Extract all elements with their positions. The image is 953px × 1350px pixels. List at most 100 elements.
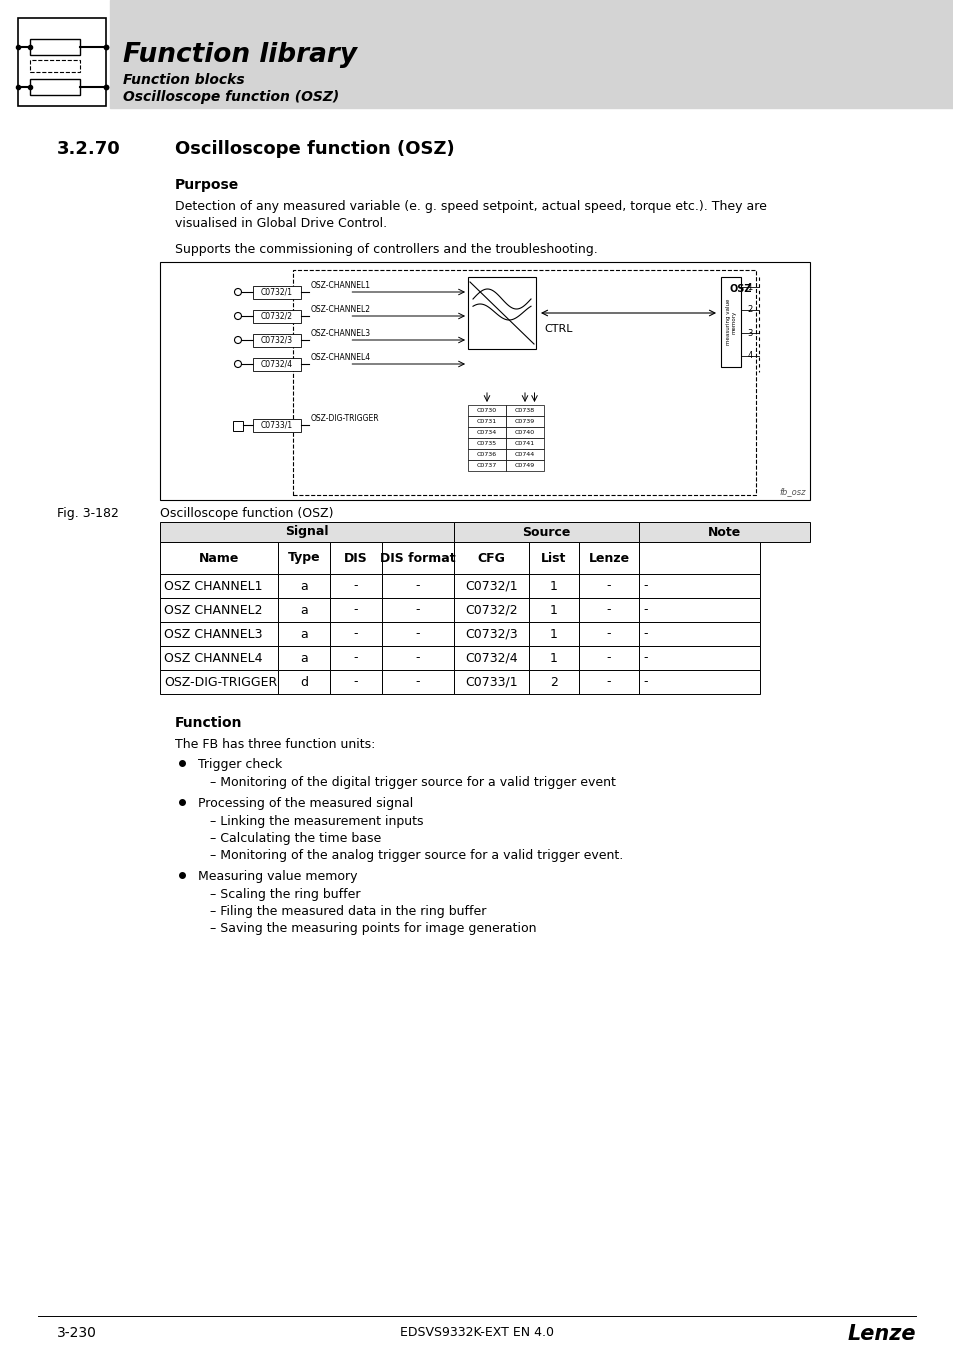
Text: C0737: C0737 bbox=[476, 463, 497, 468]
Bar bbox=[468, 437, 505, 450]
Bar bbox=[160, 574, 277, 598]
Bar bbox=[277, 541, 330, 574]
Bar bbox=[529, 574, 578, 598]
Bar bbox=[529, 670, 578, 694]
Text: Processing of the measured signal: Processing of the measured signal bbox=[198, 796, 413, 810]
Text: C0732/2: C0732/2 bbox=[465, 603, 517, 617]
Text: -: - bbox=[354, 652, 358, 664]
Text: – Scaling the ring buffer: – Scaling the ring buffer bbox=[210, 888, 360, 900]
Bar bbox=[578, 598, 639, 622]
Text: -: - bbox=[642, 603, 647, 617]
Text: OSZ-CHANNEL1: OSZ-CHANNEL1 bbox=[311, 281, 371, 290]
Text: – Monitoring of the digital trigger source for a valid trigger event: – Monitoring of the digital trigger sour… bbox=[210, 776, 616, 788]
Bar bbox=[578, 541, 639, 574]
Text: 2: 2 bbox=[746, 305, 752, 315]
Text: 1: 1 bbox=[550, 652, 558, 664]
Text: C0744: C0744 bbox=[515, 452, 535, 458]
Bar bbox=[639, 522, 809, 541]
Bar bbox=[330, 622, 381, 647]
Text: -: - bbox=[642, 652, 647, 664]
Text: Signal: Signal bbox=[285, 525, 329, 539]
Text: Source: Source bbox=[521, 525, 570, 539]
Bar bbox=[454, 541, 529, 574]
Text: 1: 1 bbox=[550, 579, 558, 593]
Text: List: List bbox=[540, 552, 566, 564]
Text: DIS format: DIS format bbox=[380, 552, 456, 564]
Bar bbox=[18, 18, 106, 107]
Text: Lenze: Lenze bbox=[588, 552, 629, 564]
Text: OSZ-DIG-TRIGGER: OSZ-DIG-TRIGGER bbox=[311, 414, 379, 423]
Text: CTRL: CTRL bbox=[543, 324, 572, 333]
Text: Trigger check: Trigger check bbox=[198, 757, 282, 771]
Text: Function: Function bbox=[174, 716, 242, 730]
Bar bbox=[578, 574, 639, 598]
Text: d: d bbox=[299, 675, 308, 688]
Text: OSZ-CHANNEL2: OSZ-CHANNEL2 bbox=[311, 305, 371, 315]
Bar bbox=[110, 0, 953, 108]
Bar bbox=[381, 647, 454, 670]
Bar bbox=[505, 416, 543, 427]
Text: Type: Type bbox=[288, 552, 320, 564]
Bar bbox=[381, 541, 454, 574]
Bar bbox=[578, 622, 639, 647]
Bar bbox=[468, 460, 505, 471]
Text: -: - bbox=[606, 652, 611, 664]
Bar bbox=[468, 405, 505, 416]
Text: 4: 4 bbox=[746, 351, 752, 360]
Text: Measuring value memory: Measuring value memory bbox=[198, 869, 357, 883]
Text: C0741: C0741 bbox=[515, 441, 535, 446]
Bar bbox=[277, 622, 330, 647]
Text: -: - bbox=[606, 603, 611, 617]
Text: OSZ-DIG-TRIGGER: OSZ-DIG-TRIGGER bbox=[164, 675, 277, 688]
Bar bbox=[529, 598, 578, 622]
Bar bbox=[381, 574, 454, 598]
Bar bbox=[505, 427, 543, 437]
Bar bbox=[330, 647, 381, 670]
Text: C0739: C0739 bbox=[515, 418, 535, 424]
Text: 3.2.70: 3.2.70 bbox=[57, 140, 121, 158]
Bar bbox=[30, 59, 80, 72]
Bar bbox=[454, 670, 529, 694]
Text: 3-230: 3-230 bbox=[57, 1326, 97, 1341]
Text: -: - bbox=[416, 579, 420, 593]
Text: Detection of any measured variable (e. g. speed setpoint, actual speed, torque e: Detection of any measured variable (e. g… bbox=[174, 200, 766, 230]
Bar bbox=[160, 541, 277, 574]
Text: C0730: C0730 bbox=[476, 408, 497, 413]
Text: OSZ-CHANNEL3: OSZ-CHANNEL3 bbox=[311, 329, 371, 338]
Bar bbox=[160, 262, 809, 500]
Text: Oscilloscope function (OSZ): Oscilloscope function (OSZ) bbox=[123, 90, 339, 104]
Text: 1: 1 bbox=[550, 628, 558, 640]
Text: C0738: C0738 bbox=[515, 408, 535, 413]
Text: a: a bbox=[300, 579, 308, 593]
Text: -: - bbox=[354, 628, 358, 640]
Text: C0740: C0740 bbox=[515, 431, 535, 435]
Text: -: - bbox=[416, 603, 420, 617]
Bar bbox=[381, 622, 454, 647]
Text: C0734: C0734 bbox=[476, 431, 497, 435]
Bar bbox=[30, 39, 80, 55]
Bar bbox=[454, 622, 529, 647]
Bar bbox=[160, 670, 277, 694]
Bar bbox=[330, 598, 381, 622]
Text: Oscilloscope function (OSZ): Oscilloscope function (OSZ) bbox=[174, 140, 455, 158]
Text: -: - bbox=[642, 628, 647, 640]
Bar bbox=[529, 541, 578, 574]
Bar bbox=[233, 421, 243, 431]
Text: -: - bbox=[354, 579, 358, 593]
Text: – Monitoring of the analog trigger source for a valid trigger event.: – Monitoring of the analog trigger sourc… bbox=[210, 849, 622, 863]
Text: OSZ CHANNEL1: OSZ CHANNEL1 bbox=[164, 579, 262, 593]
Text: -: - bbox=[606, 628, 611, 640]
Text: DIS: DIS bbox=[344, 552, 368, 564]
Bar bbox=[277, 670, 330, 694]
Bar bbox=[529, 647, 578, 670]
Bar bbox=[454, 574, 529, 598]
Text: C0731: C0731 bbox=[476, 418, 497, 424]
Text: OSZ: OSZ bbox=[729, 284, 751, 294]
Bar bbox=[253, 309, 301, 323]
Text: C0732/4: C0732/4 bbox=[261, 359, 293, 369]
Bar bbox=[639, 598, 760, 622]
Bar bbox=[578, 670, 639, 694]
Text: Supports the commissioning of controllers and the troubleshooting.: Supports the commissioning of controller… bbox=[174, 243, 598, 256]
Bar bbox=[529, 622, 578, 647]
Text: Note: Note bbox=[707, 525, 740, 539]
